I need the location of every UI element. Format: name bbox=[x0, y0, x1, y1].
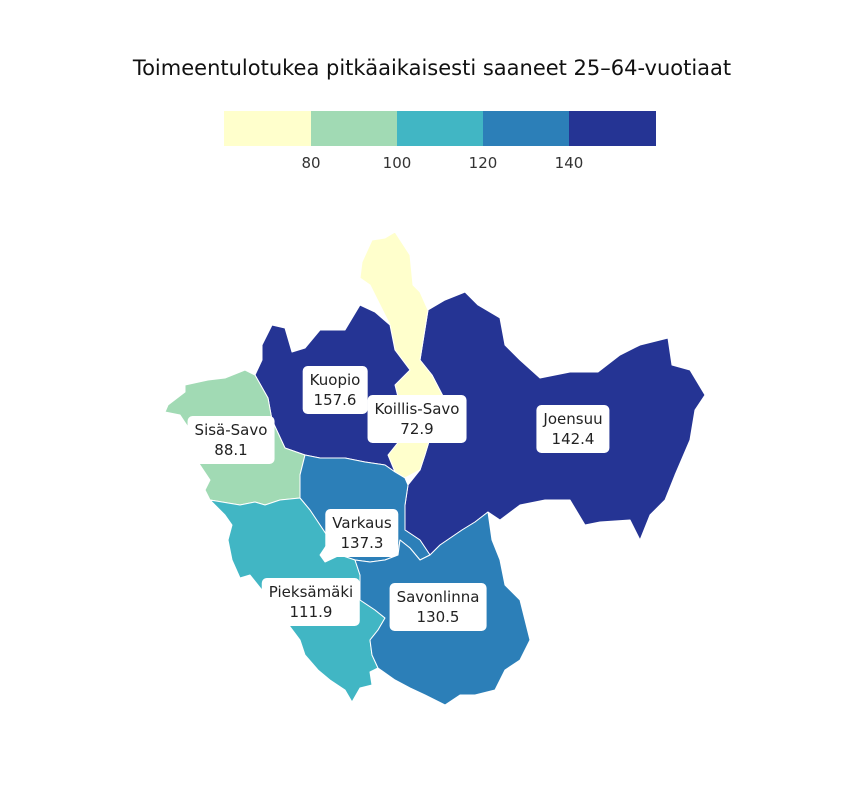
region-label-varkaus: Varkaus 137.3 bbox=[325, 509, 399, 557]
legend-tick-80: 80 bbox=[301, 154, 321, 172]
region-label-pieksamaki: Pieksämäki 111.9 bbox=[261, 578, 361, 626]
region-name-pieksamaki: Pieksämäki bbox=[268, 583, 354, 601]
region-value-kuopio: 157.6 bbox=[313, 391, 357, 409]
legend-swatch-4 bbox=[483, 111, 569, 146]
region-name-sisa-savo: Sisä-Savo bbox=[194, 421, 268, 439]
region-name-koillis-savo: Koillis-Savo bbox=[374, 400, 460, 418]
region-label-sisa-savo: Sisä-Savo 88.1 bbox=[187, 416, 275, 464]
region-name-varkaus: Varkaus bbox=[332, 514, 392, 532]
region-label-savonlinna: Savonlinna 130.5 bbox=[389, 583, 487, 631]
region-label-joensuu: Joensuu 142.4 bbox=[536, 405, 610, 453]
region-value-varkaus: 137.3 bbox=[340, 534, 384, 552]
region-name-kuopio: Kuopio bbox=[309, 371, 361, 389]
region-value-pieksamaki: 111.9 bbox=[289, 603, 333, 621]
legend-swatch-5 bbox=[569, 111, 656, 146]
legend-tick-100: 100 bbox=[382, 154, 412, 172]
region-label-kuopio: Kuopio 157.6 bbox=[302, 366, 368, 414]
legend-swatch-2 bbox=[311, 111, 397, 146]
region-label-koillis-savo: Koillis-Savo 72.9 bbox=[367, 395, 467, 443]
legend-swatch-3 bbox=[397, 111, 483, 146]
region-value-joensuu: 142.4 bbox=[551, 430, 595, 448]
region-name-joensuu: Joensuu bbox=[543, 410, 603, 428]
region-value-savonlinna: 130.5 bbox=[416, 608, 460, 626]
map-title: Toimeentulotukea pitkäaikaisesti saaneet… bbox=[132, 56, 732, 80]
legend-tick-140: 140 bbox=[554, 154, 584, 172]
region-name-savonlinna: Savonlinna bbox=[396, 588, 480, 606]
color-legend: 80 100 120 140 bbox=[224, 111, 656, 191]
region-value-sisa-savo: 88.1 bbox=[214, 441, 248, 459]
region-value-koillis-savo: 72.9 bbox=[400, 420, 434, 438]
legend-tick-120: 120 bbox=[468, 154, 498, 172]
legend-swatch-1 bbox=[224, 111, 311, 146]
